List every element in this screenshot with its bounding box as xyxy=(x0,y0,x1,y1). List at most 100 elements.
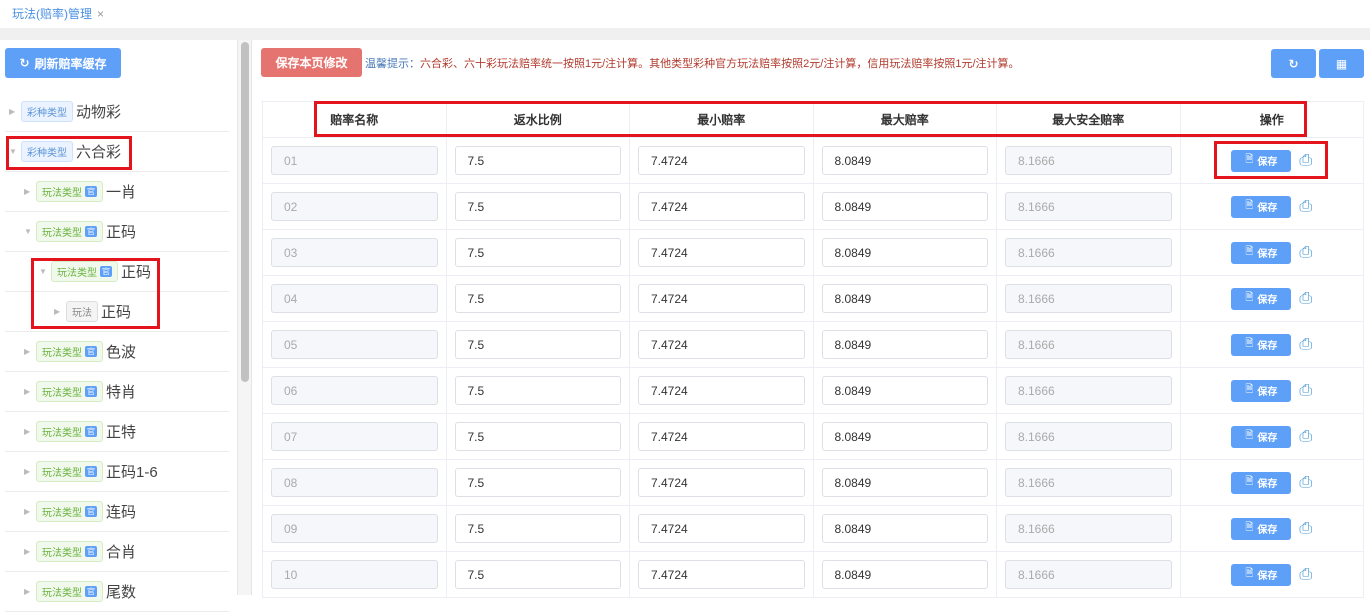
caret-right-icon[interactable]: ▶ xyxy=(24,387,31,396)
tag-label: 玩法类型 xyxy=(57,268,97,279)
printer-icon[interactable]: ⎙ xyxy=(1299,335,1313,353)
caret-right-icon[interactable]: ▶ xyxy=(24,507,31,516)
caret-right-icon[interactable]: ▶ xyxy=(24,547,31,556)
tree-node[interactable]: ▶ 玩法 正码 xyxy=(5,292,229,332)
min-odds-field[interactable]: 7.4724 xyxy=(638,422,805,451)
save-row-button[interactable]: 🗎 保存 xyxy=(1231,287,1292,310)
tree-node[interactable]: ▶ 彩种类型 动物彩 xyxy=(5,92,229,132)
tree-node[interactable]: ▶ 玩法类型官正码1-6 xyxy=(5,452,229,492)
tree-node[interactable]: ▶ 玩法类型官一肖 xyxy=(5,172,229,212)
actions-cell: 🗎 保存 ⎙ xyxy=(1179,229,1364,276)
tree-node[interactable]: ▶ 玩法类型官合肖 xyxy=(5,532,229,572)
table-cell: 06 xyxy=(262,367,447,414)
max-odds-field[interactable]: 8.0849 xyxy=(821,238,988,267)
min-odds-field[interactable]: 7.4724 xyxy=(638,560,805,589)
rebate-field[interactable]: 7.5 xyxy=(454,238,621,267)
save-row-button[interactable]: 🗎 保存 xyxy=(1231,517,1292,540)
caret-down-icon[interactable]: ▼ xyxy=(39,267,47,276)
rebate-field[interactable]: 7.5 xyxy=(454,284,621,313)
printer-icon[interactable]: ⎙ xyxy=(1299,243,1313,261)
tree-node[interactable]: ▶ 玩法类型官色波 xyxy=(5,332,229,372)
save-row-button[interactable]: 🗎 保存 xyxy=(1231,149,1292,172)
min-odds-field[interactable]: 7.4724 xyxy=(638,468,805,497)
min-odds-field[interactable]: 7.4724 xyxy=(638,238,805,267)
save-row-button[interactable]: 🗎 保存 xyxy=(1231,241,1292,264)
table-cell: 8.0849 xyxy=(812,413,997,460)
tree-node[interactable]: ▶ 玩法类型官特肖 xyxy=(5,372,229,412)
rebate-field[interactable]: 7.5 xyxy=(454,376,621,405)
max-odds-field[interactable]: 8.0849 xyxy=(821,468,988,497)
save-row-button[interactable]: 🗎 保存 xyxy=(1231,379,1292,402)
reload-button[interactable]: ↻ xyxy=(1271,49,1316,78)
max-odds-field[interactable]: 8.0849 xyxy=(821,284,988,313)
tree-node[interactable]: ▶ 玩法类型官正特 xyxy=(5,412,229,452)
tree-node[interactable]: ▼ 彩种类型 六合彩 xyxy=(5,132,229,172)
caret-right-icon[interactable]: ▶ xyxy=(24,587,31,596)
tree-node[interactable]: ▶ 玩法类型官连码 xyxy=(5,492,229,532)
printer-icon[interactable]: ⎙ xyxy=(1299,427,1313,445)
caret-right-icon[interactable]: ▶ xyxy=(9,107,16,116)
table-cell: 8.1666 xyxy=(996,551,1181,598)
field-value: 03 xyxy=(284,245,298,260)
max-odds-field[interactable]: 8.0849 xyxy=(821,376,988,405)
caret-right-icon[interactable]: ▶ xyxy=(54,307,61,316)
caret-right-icon[interactable]: ▶ xyxy=(24,187,31,196)
table-cell: 8.0849 xyxy=(812,459,997,506)
max-odds-field[interactable]: 8.0849 xyxy=(821,330,988,359)
printer-icon[interactable]: ⎙ xyxy=(1299,519,1313,537)
min-odds-field[interactable]: 7.4724 xyxy=(638,146,805,175)
save-row-button[interactable]: 🗎 保存 xyxy=(1231,471,1292,494)
max-safe-odds-field: 8.1666 xyxy=(1005,468,1172,497)
printer-icon[interactable]: ⎙ xyxy=(1299,197,1313,215)
node-label: 六合彩 xyxy=(76,144,122,161)
save-row-button[interactable]: 🗎 保存 xyxy=(1231,195,1292,218)
rebate-field[interactable]: 7.5 xyxy=(454,192,621,221)
min-odds-field[interactable]: 7.4724 xyxy=(638,192,805,221)
scrollbar[interactable] xyxy=(237,40,252,595)
field-value: 7.5 xyxy=(467,291,485,306)
columns-button[interactable]: ▦ xyxy=(1319,49,1364,78)
caret-right-icon[interactable]: ▶ xyxy=(24,467,31,476)
max-odds-field[interactable]: 8.0849 xyxy=(821,146,988,175)
printer-icon[interactable]: ⎙ xyxy=(1299,473,1313,491)
max-odds-field[interactable]: 8.0849 xyxy=(821,192,988,221)
min-odds-field[interactable]: 7.4724 xyxy=(638,330,805,359)
save-page-button[interactable]: 保存本页修改 xyxy=(261,48,362,77)
refresh-cache-button[interactable]: ↻ 刷新赔率缓存 xyxy=(5,48,121,78)
rebate-field[interactable]: 7.5 xyxy=(454,468,621,497)
save-row-button[interactable]: 🗎 保存 xyxy=(1231,425,1292,448)
max-odds-field[interactable]: 8.0849 xyxy=(821,422,988,451)
tree-node[interactable]: ▼ 玩法类型官正码 xyxy=(5,252,229,292)
printer-icon[interactable]: ⎙ xyxy=(1299,381,1313,399)
scrollbar-thumb[interactable] xyxy=(241,42,249,382)
caret-down-icon[interactable]: ▼ xyxy=(9,147,17,156)
document-icon: 🗎 xyxy=(1245,568,1254,579)
rebate-field[interactable]: 7.5 xyxy=(454,422,621,451)
min-odds-field[interactable]: 7.4724 xyxy=(638,284,805,313)
printer-icon[interactable]: ⎙ xyxy=(1299,151,1313,169)
max-odds-field[interactable]: 8.0849 xyxy=(821,560,988,589)
close-icon[interactable]: × xyxy=(97,7,105,21)
rebate-field[interactable]: 7.5 xyxy=(454,514,621,543)
field-value: 8.1666 xyxy=(1018,153,1055,168)
printer-icon[interactable]: ⎙ xyxy=(1299,565,1313,583)
caret-down-icon[interactable]: ▼ xyxy=(24,227,32,236)
max-odds-field[interactable]: 8.0849 xyxy=(821,514,988,543)
min-odds-field[interactable]: 7.4724 xyxy=(638,376,805,405)
tree-node[interactable]: ▶ 玩法类型官尾数 xyxy=(5,572,229,612)
rebate-field[interactable]: 7.5 xyxy=(454,330,621,359)
min-odds-field[interactable]: 7.4724 xyxy=(638,514,805,543)
tab-odds-management[interactable]: 玩法(赔率)管理 × xyxy=(12,5,104,22)
caret-right-icon[interactable]: ▶ xyxy=(24,427,31,436)
refresh-label: 刷新赔率缓存 xyxy=(34,56,107,71)
caret-right-icon[interactable]: ▶ xyxy=(24,347,31,356)
rebate-field[interactable]: 7.5 xyxy=(454,560,621,589)
printer-icon[interactable]: ⎙ xyxy=(1299,289,1313,307)
tree-node[interactable]: ▼ 玩法类型官正码 xyxy=(5,212,229,252)
refresh-icon: ↻ xyxy=(19,56,30,70)
divider xyxy=(0,28,1370,40)
node-tag: 玩法类型官 xyxy=(36,581,103,602)
save-row-button[interactable]: 🗎 保存 xyxy=(1231,333,1292,356)
save-row-button[interactable]: 🗎 保存 xyxy=(1231,563,1292,586)
rebate-field[interactable]: 7.5 xyxy=(454,146,621,175)
